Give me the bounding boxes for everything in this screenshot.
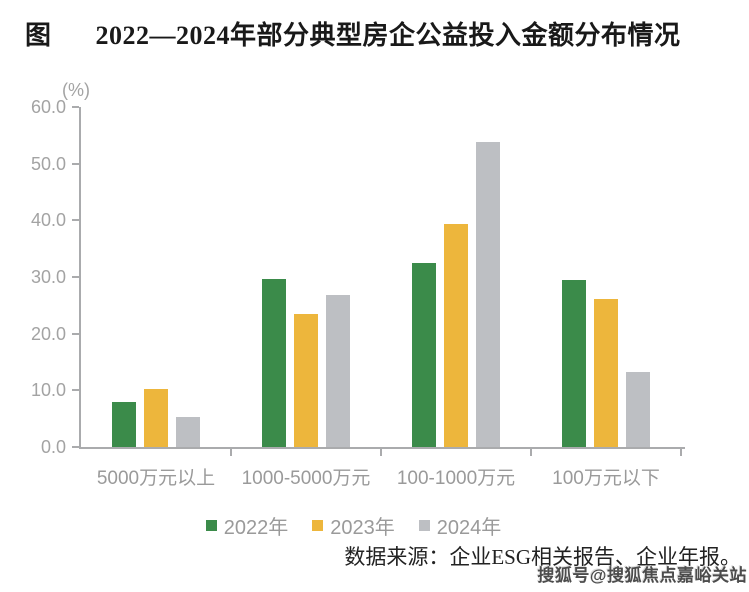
y-axis-line [79, 107, 81, 449]
source-note: 数据来源：企业ESG相关报告、企业年报。 [344, 545, 741, 569]
y-tick-label: 50.0 [30, 153, 66, 174]
y-tick-label: 60.0 [30, 97, 66, 117]
x-tick-mark [530, 449, 532, 456]
legend-label: 2024年 [436, 517, 502, 539]
chart-title-prefix: 图 [25, 21, 52, 50]
bar-2022年-5000万元以上 [112, 401, 136, 447]
legend-label: 2022年 [223, 517, 289, 539]
legend-item-2024年: 2024年 [418, 511, 502, 540]
legend-swatch-icon [418, 520, 430, 531]
y-tick-label: 10.0 [30, 380, 66, 401]
legend: 2022年 2023年 2024年 [81, 511, 626, 540]
legend-item-2023年: 2023年 [312, 511, 395, 540]
y-tick-mark [72, 106, 79, 108]
bar-2022年-100-1000万元 [412, 263, 436, 447]
y-tick-label: 40.0 [30, 210, 66, 231]
x-tick-mark [680, 449, 682, 456]
x-tick-mark [230, 449, 232, 456]
watermark: 搜狐号@搜狐焦点嘉峪关站 [537, 566, 747, 585]
chart-title: 图 2022—2024年部分典型房企公益投入金额分布情况 [25, 15, 739, 52]
x-category-label: 1000-5000万元 [241, 468, 371, 489]
legend-swatch-icon [312, 520, 324, 531]
y-tick-mark [72, 389, 79, 392]
x-category-label: 100-1000万元 [396, 468, 516, 489]
bar-chart: (%) 0.0 10.0 20.0 30.0 40.0 50.0 60.0 5000万元以上… [30, 80, 685, 540]
y-tick-mark [72, 332, 79, 335]
x-category-label: 5000万元以上 [96, 468, 216, 489]
bar-2023年-5000万元以上 [144, 388, 168, 447]
legend-item-2022年: 2022年 [205, 511, 289, 540]
y-tick-label: 30.0 [30, 267, 66, 287]
y-axis-unit-label: (%) [62, 80, 90, 100]
x-tick-mark [380, 449, 382, 456]
bar-2024年-100万元以下 [626, 371, 650, 447]
bar-2022年-1000-5000万元 [262, 279, 286, 447]
x-axis-line [79, 447, 685, 449]
bar-2023年-100-1000万元 [444, 224, 468, 447]
bar-2024年-100-1000万元 [476, 141, 500, 447]
y-tick-mark [72, 162, 79, 165]
bar-2022年-100万元以下 [562, 280, 586, 447]
legend-label: 2023年 [330, 517, 395, 539]
bar-2024年-5000万元以上 [176, 416, 200, 447]
y-tick-mark [72, 446, 79, 448]
bar-2023年-1000-5000万元 [294, 313, 318, 447]
bar-2024年-1000-5000万元 [326, 295, 350, 447]
y-tick-mark [72, 219, 79, 222]
y-tick-mark [72, 276, 79, 278]
legend-swatch-icon [205, 520, 217, 531]
bar-2023年-100万元以下 [594, 299, 618, 447]
y-tick-label: 20.0 [30, 323, 66, 344]
y-tick-label: 0.0 [40, 437, 66, 457]
x-category-label: 100万元以下 [552, 468, 660, 489]
chart-title-text: 2022—2024年部分典型房企公益投入金额分布情况 [95, 21, 681, 50]
